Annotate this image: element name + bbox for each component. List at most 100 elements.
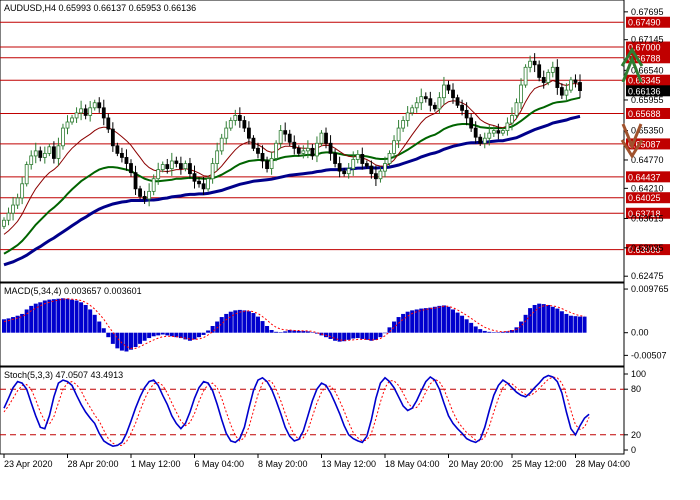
macd-bar <box>24 309 29 333</box>
macd-bar <box>233 310 238 333</box>
macd-bar <box>451 309 456 333</box>
candle-body <box>569 79 573 91</box>
time-tick-label: 25 May 12:00 <box>512 459 567 469</box>
macd-bar <box>160 332 165 335</box>
candle-body <box>224 127 229 139</box>
candle-body <box>360 154 365 164</box>
macd-bar <box>337 332 342 342</box>
candle-body <box>219 137 224 152</box>
candle-body <box>405 112 410 121</box>
macd-bar <box>142 332 147 341</box>
candle-body <box>56 145 61 159</box>
candle-body <box>451 89 455 99</box>
macd-bar <box>287 330 292 333</box>
candle-body <box>537 64 542 78</box>
macd-bar <box>392 321 397 333</box>
candle-body <box>215 150 220 164</box>
macd-bar <box>346 332 351 340</box>
candle-body <box>188 163 192 175</box>
candle-body <box>455 97 460 106</box>
macd-tick-label: 0.009765 <box>631 284 669 294</box>
macd-bar <box>414 309 419 333</box>
macd-bar <box>119 332 124 351</box>
current-price-label: 0.66136 <box>628 86 661 96</box>
candle-body <box>51 146 56 159</box>
candle-body <box>20 183 25 199</box>
macd-bar <box>328 332 333 339</box>
macd-bar <box>537 303 542 333</box>
price-tick-label: 0.66540 <box>631 65 664 75</box>
macd-bar <box>550 306 555 333</box>
candle-body <box>6 212 11 221</box>
candle-body <box>165 164 170 169</box>
candle-body <box>256 147 260 154</box>
candle-body <box>555 66 560 88</box>
candle-body <box>274 142 279 159</box>
macd-bar <box>106 332 111 338</box>
candle-body <box>110 128 115 147</box>
candle-body <box>233 115 238 121</box>
macd-bar <box>165 332 170 336</box>
level-label: 0.63718 <box>628 209 661 219</box>
macd-bar <box>33 303 38 333</box>
candle-body <box>197 180 201 185</box>
candle-body <box>101 107 106 119</box>
macd-bar <box>101 328 106 333</box>
arrow-down-icon <box>620 123 644 159</box>
macd-bar <box>500 331 505 333</box>
candle-body <box>374 173 378 180</box>
candle-body <box>337 163 342 172</box>
stoch-tick-label: 100 <box>631 369 646 379</box>
macd-bar <box>469 322 474 333</box>
level-label-bg <box>626 244 670 256</box>
macd-bar <box>419 308 424 333</box>
candle-body <box>142 196 147 200</box>
time-tick-label: 20 May 20:00 <box>449 459 504 469</box>
macd-bar <box>355 332 360 339</box>
candle-body <box>464 109 469 119</box>
candle-body <box>260 152 265 162</box>
candle-body <box>228 120 233 129</box>
macd-bar <box>373 332 378 340</box>
macd-bar <box>541 304 546 333</box>
macd-bar <box>224 313 229 333</box>
candle-body <box>115 145 120 154</box>
macd-bar <box>124 332 129 352</box>
time-tick-label: 6 May 04:00 <box>195 459 245 469</box>
macd-bar <box>92 314 97 333</box>
level-label-bg <box>626 74 670 86</box>
candle-body <box>247 127 251 139</box>
macd-bar <box>568 315 573 333</box>
candle-body <box>120 152 124 158</box>
macd-bar <box>192 332 197 340</box>
macd-bar <box>215 321 220 333</box>
candle-body <box>369 165 374 175</box>
macd-bar <box>197 332 202 338</box>
macd-bar <box>183 332 188 340</box>
candle-body <box>210 163 215 180</box>
candle-body <box>29 155 34 165</box>
current-price-bg <box>626 85 670 97</box>
time-tick-label: 18 May 04:00 <box>385 459 440 469</box>
macd-bar <box>51 299 56 333</box>
candle-body <box>355 154 360 160</box>
candle-body <box>496 130 501 134</box>
candle-body <box>423 96 428 100</box>
macd-bar <box>210 326 215 333</box>
price-tick-label: 0.65955 <box>631 95 664 105</box>
macd-bar <box>88 309 93 333</box>
macd-bar <box>2 319 6 333</box>
candle-body <box>319 132 324 144</box>
candle-body <box>265 160 269 169</box>
level-label: 0.67000 <box>628 43 661 53</box>
macd-bar <box>242 310 247 333</box>
ma-mid-line <box>3 96 581 255</box>
candle-body <box>242 120 247 129</box>
macd-bar <box>519 321 524 333</box>
stoch-main-line <box>3 374 590 448</box>
candle-body <box>491 130 496 134</box>
candle-body <box>305 147 310 152</box>
candle-body <box>419 96 424 104</box>
ma-fast-line <box>3 79 581 235</box>
